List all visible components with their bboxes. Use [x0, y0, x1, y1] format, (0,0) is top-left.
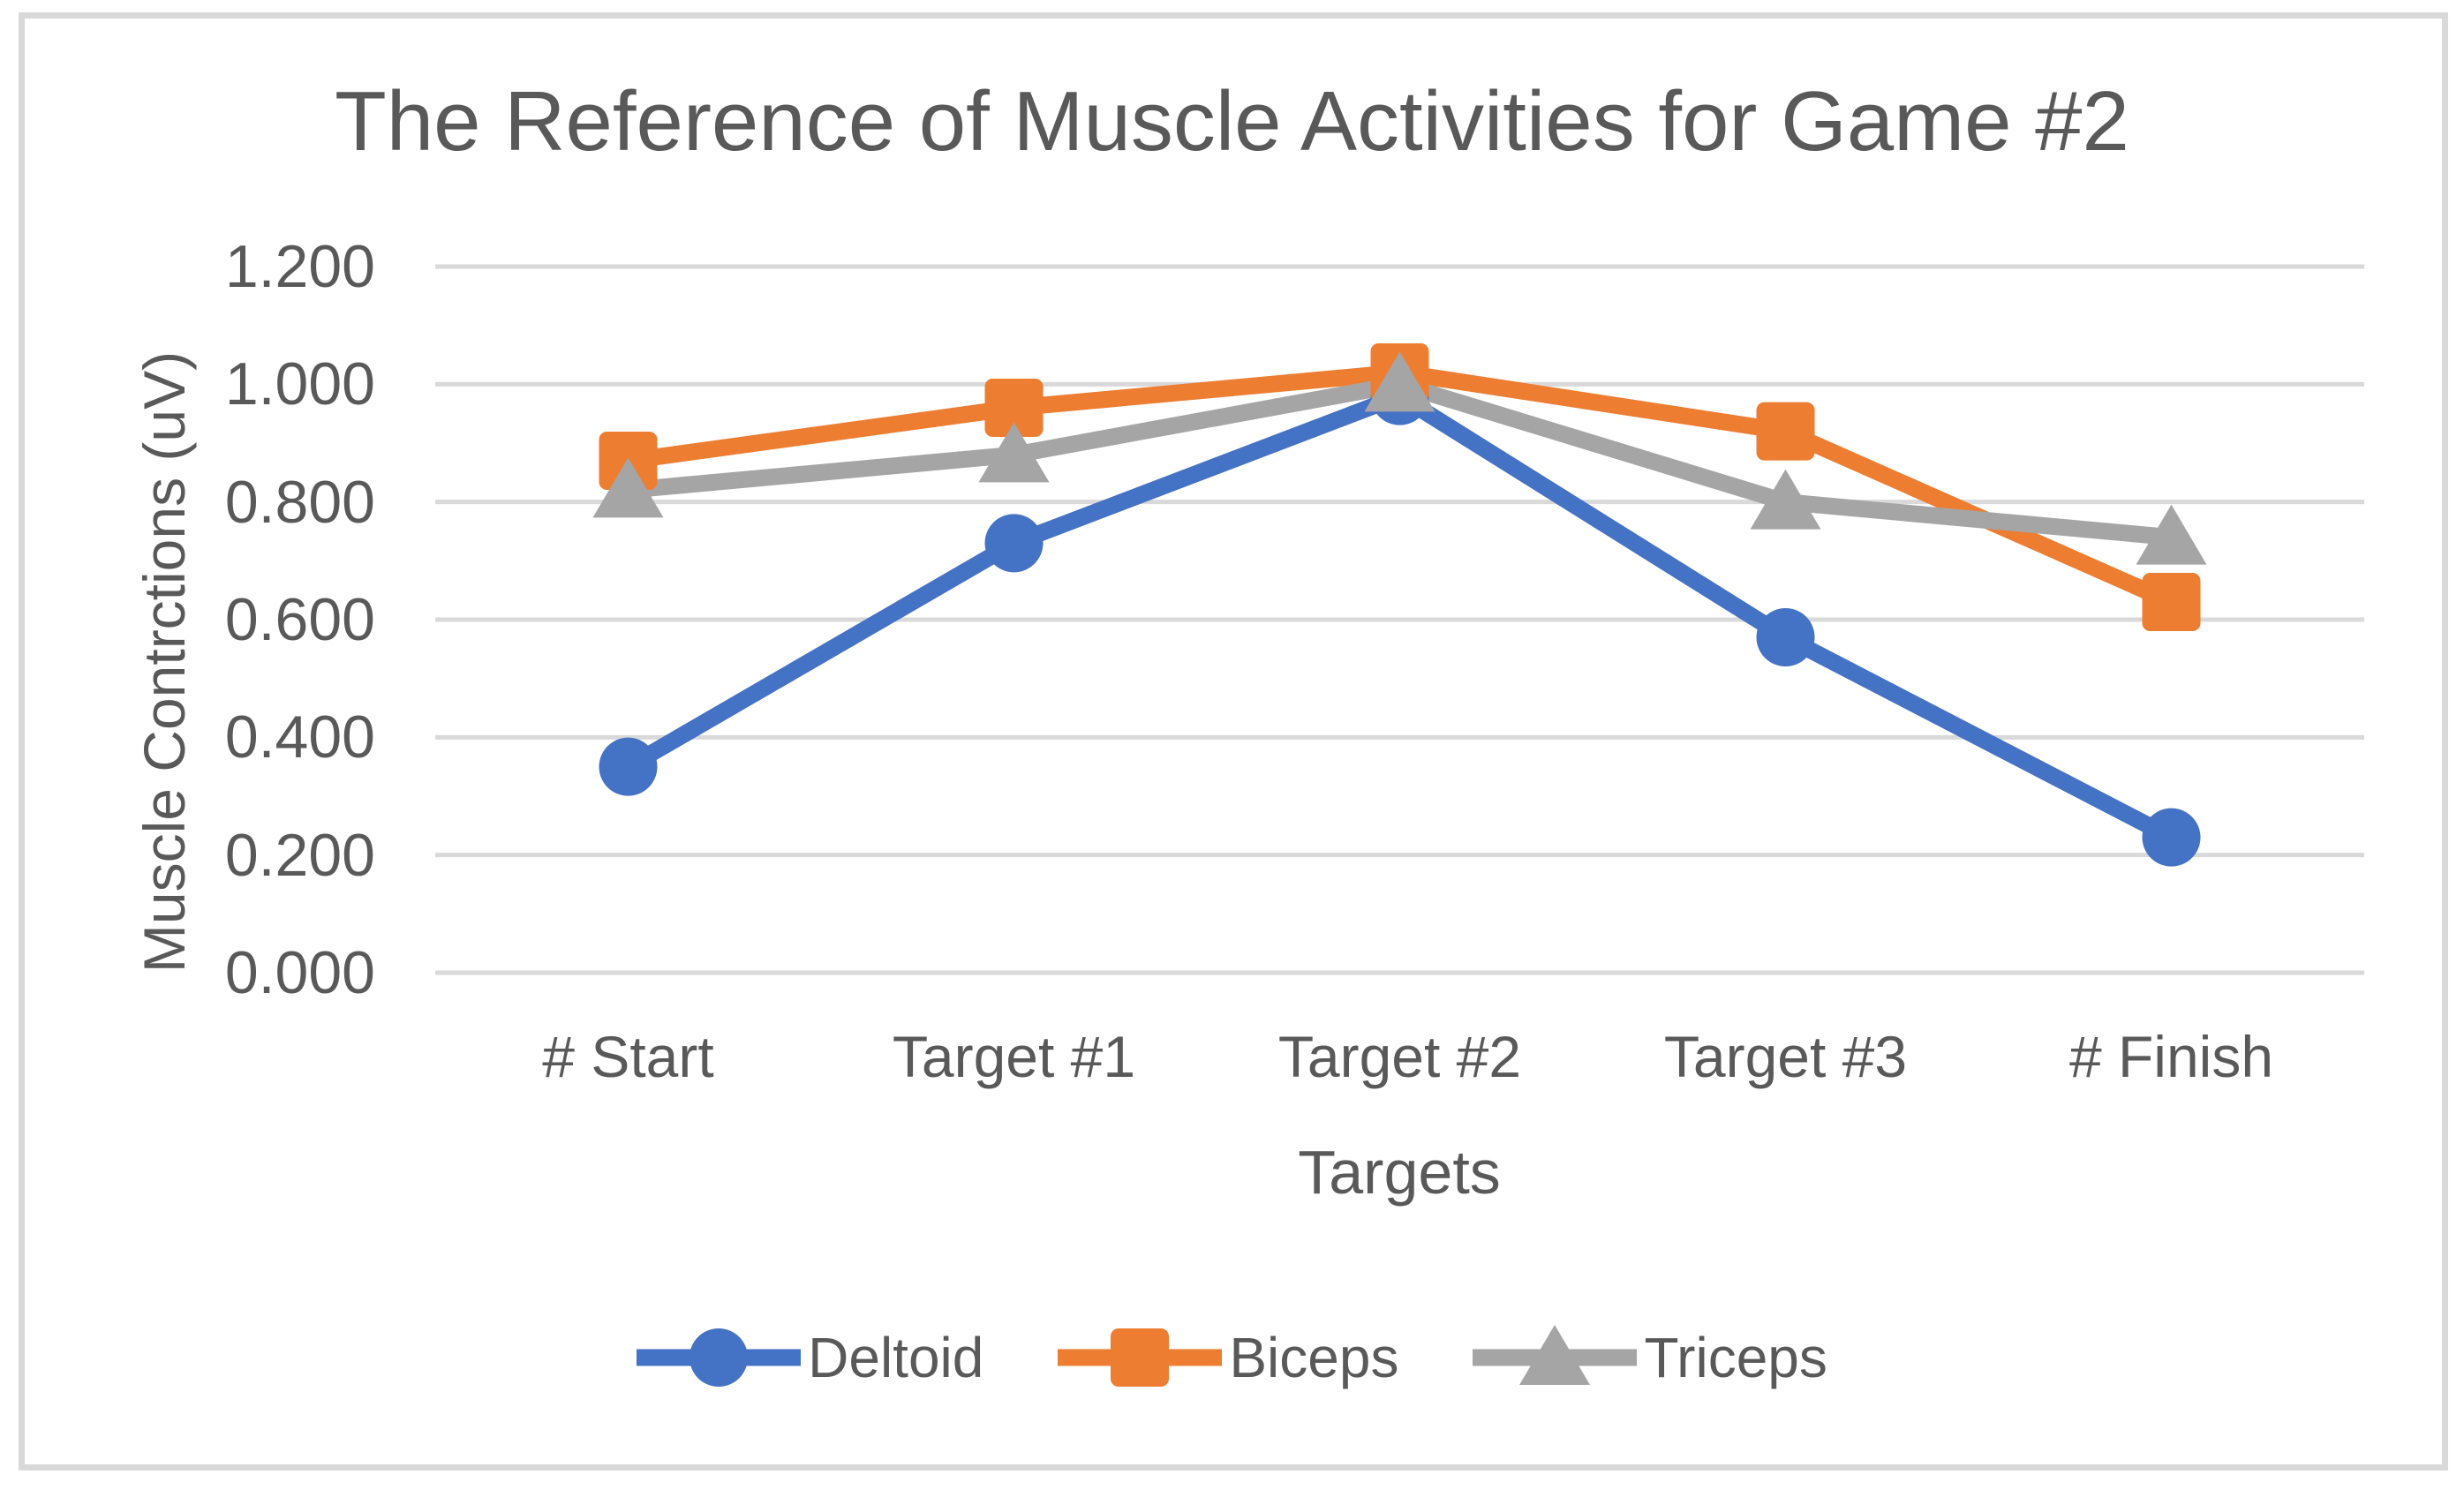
legend-swatch-circle-icon — [637, 1328, 802, 1387]
marker-circle-deltoid — [689, 1328, 749, 1387]
legend-swatch-triangle-icon — [1473, 1325, 1638, 1385]
marker-triangle-triceps — [978, 422, 1050, 483]
marker-circle-deltoid — [2142, 808, 2201, 867]
marker-square-biceps — [984, 379, 1044, 437]
x-axis-title: Targets — [1298, 1138, 1501, 1207]
chart-border — [19, 12, 2448, 1471]
y-tick-label: 0.600 — [224, 586, 375, 653]
x-tick-label: Target #1 — [892, 1024, 1136, 1089]
marker-circle-deltoid — [1756, 608, 1815, 666]
y-tick-label: 0.400 — [224, 703, 375, 771]
legend-label: Triceps — [1644, 1326, 1827, 1389]
marker-triangle-triceps — [1519, 1325, 1591, 1385]
y-tick-label: 0.000 — [224, 939, 375, 1006]
x-tick-label: Target #2 — [1277, 1024, 1522, 1089]
marker-circle-deltoid — [984, 514, 1044, 573]
chart-title: The Reference of Muscle Activities for G… — [335, 74, 2129, 169]
legend: Deltoid Biceps Triceps — [0, 1322, 2464, 1393]
legend-label: Biceps — [1229, 1326, 1399, 1389]
x-tick-label: Target #3 — [1663, 1024, 1908, 1089]
marker-triangle-triceps — [1750, 469, 1821, 530]
marker-square-biceps — [2142, 573, 2201, 631]
marker-triangle-triceps — [1364, 351, 1435, 412]
legend-swatch-square-icon — [1058, 1328, 1223, 1387]
y-tick-label: 1.200 — [224, 233, 375, 300]
marker-square-biceps — [1111, 1328, 1170, 1387]
legend-item-biceps: Biceps — [1058, 1322, 1398, 1393]
y-tick-label: 1.000 — [224, 350, 375, 418]
legend-item-triceps: Triceps — [1473, 1322, 1827, 1393]
y-tick-label: 0.200 — [224, 821, 375, 889]
marker-triangle-triceps — [592, 457, 664, 518]
marker-square-biceps — [1756, 402, 1815, 461]
y-axis-title: Muscle Contrctions (uV) — [132, 350, 197, 974]
y-tick-label: 0.800 — [224, 468, 375, 536]
legend-item-deltoid: Deltoid — [637, 1322, 983, 1393]
marker-circle-deltoid — [599, 737, 658, 796]
legend-label: Deltoid — [808, 1326, 984, 1389]
marker-triangle-triceps — [2136, 504, 2207, 565]
x-tick-label: # Start — [542, 1024, 714, 1089]
x-tick-label: # Finish — [2068, 1024, 2274, 1089]
